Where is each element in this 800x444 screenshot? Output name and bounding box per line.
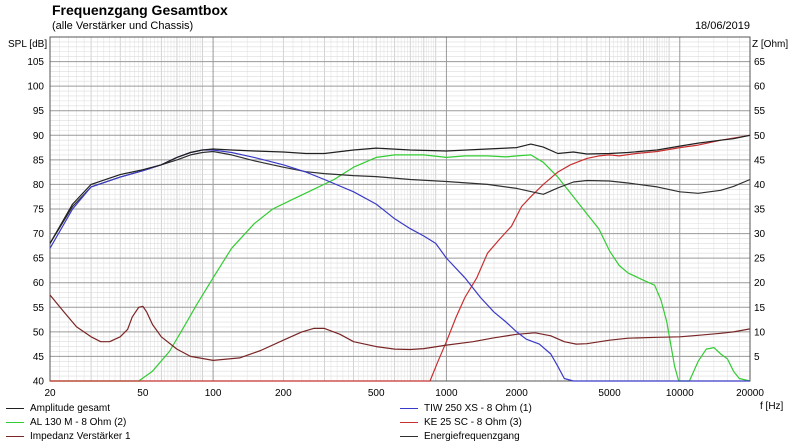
y-left-tick-label: 65 xyxy=(33,254,45,265)
legend-swatch xyxy=(400,436,418,437)
legend-item: KE 25 SC - 8 Ohm (3) xyxy=(400,417,522,428)
y-right-tick-label: 50 xyxy=(754,131,766,142)
x-tick-label: 10000 xyxy=(666,388,694,399)
legend-item: Energiefrequenzgang xyxy=(400,431,520,442)
legend-label: KE 25 SC - 8 Ohm (3) xyxy=(424,417,522,428)
legend-item: Amplitude gesamt xyxy=(6,403,110,414)
y-left-tick-label: 100 xyxy=(27,82,44,93)
chart-subtitle: (alle Verstärker und Chassis) xyxy=(52,20,194,32)
y-left-tick-label: 85 xyxy=(33,155,45,166)
x-tick-label: 200 xyxy=(275,388,292,399)
x-tick-label: 2000 xyxy=(506,388,529,399)
y-right-tick-label: 10 xyxy=(754,327,766,338)
series-line-al-130-m-8-ohm-2 xyxy=(50,154,751,382)
series-line-energiefrequenzgang xyxy=(49,150,751,244)
legend-label: AL 130 M - 8 Ohm (2) xyxy=(30,417,127,428)
y-right-tick-label: 65 xyxy=(754,57,766,68)
legend-swatch xyxy=(6,422,24,423)
legend-item: Impedanz Verstärker 1 xyxy=(6,431,131,442)
y-right-tick-label: 40 xyxy=(754,180,766,191)
legend-item: AL 130 M - 8 Ohm (2) xyxy=(6,417,126,428)
axis-labels: 40 45 50 55 60 65 70 75 80 85 90 95 100 105 5 10 15 20 25 3… xyxy=(8,39,788,412)
legend-item: TIW 250 XS - 8 Ohm (1) xyxy=(400,403,532,414)
series-line-ke-25-sc-8-ohm-3 xyxy=(50,134,751,382)
y-left-tick-label: 105 xyxy=(27,57,44,68)
x-tick-label: 1000 xyxy=(435,388,458,399)
x-tick-label: 20 xyxy=(44,388,56,399)
x-tick-label: 500 xyxy=(368,388,385,399)
legend-swatch xyxy=(6,436,24,437)
grid-major xyxy=(50,36,750,382)
legend-swatch xyxy=(400,408,418,409)
y-right-tick-label: 55 xyxy=(754,106,766,117)
y-right-tick-label: 60 xyxy=(754,82,766,93)
series-layer xyxy=(49,134,751,382)
y-left-tick-label: 45 xyxy=(33,352,45,363)
y-right-tick-label: 35 xyxy=(754,205,766,216)
legend: Amplitude gesamt TIW 250 XS - 8 Ohm (1) AL… xyxy=(0,400,800,444)
x-tick-label: 5000 xyxy=(598,388,621,399)
chart-title: Frequenzgang Gesamtbox xyxy=(52,2,228,18)
y-right-axis-label: Z [Ohm] xyxy=(752,39,788,50)
series-line-amplitude-gesamt xyxy=(49,134,751,244)
legend-swatch xyxy=(400,422,418,423)
y-right-tick-label: 25 xyxy=(754,254,766,265)
y-right-tick-label: 15 xyxy=(754,303,766,314)
y-left-tick-label: 50 xyxy=(33,327,45,338)
y-left-axis-label: SPL [dB] xyxy=(8,39,47,50)
y-left-tick-label: 95 xyxy=(33,106,45,117)
y-left-tick-label: 55 xyxy=(33,303,45,314)
y-right-tick-label: 45 xyxy=(754,155,766,166)
y-left-tick-label: 70 xyxy=(33,229,45,240)
y-left-tick-label: 75 xyxy=(33,205,45,216)
y-right-tick-label: 30 xyxy=(754,229,766,240)
y-right-tick-label: 5 xyxy=(754,352,760,363)
y-left-tick-label: 80 xyxy=(33,180,45,191)
y-right-tick-label: 20 xyxy=(754,278,766,289)
x-tick-label: 100 xyxy=(205,388,222,399)
y-left-tick-label: 90 xyxy=(33,131,45,142)
y-left-tick-label: 40 xyxy=(33,377,45,388)
legend-label: Energiefrequenzgang xyxy=(424,431,520,442)
series-line-impedanz-verst-rker-1 xyxy=(49,294,751,361)
legend-label: Impedanz Verstärker 1 xyxy=(30,431,131,442)
legend-label: Amplitude gesamt xyxy=(30,403,111,414)
legend-label: TIW 250 XS - 8 Ohm (1) xyxy=(424,403,532,414)
x-tick-label: 50 xyxy=(137,388,149,399)
y-left-tick-label: 60 xyxy=(33,278,45,289)
chart-date: 18/06/2019 xyxy=(694,20,750,32)
x-axis-label: f [Hz] xyxy=(760,401,784,412)
x-tick-label: 20000 xyxy=(736,388,764,399)
legend-swatch xyxy=(6,408,24,409)
